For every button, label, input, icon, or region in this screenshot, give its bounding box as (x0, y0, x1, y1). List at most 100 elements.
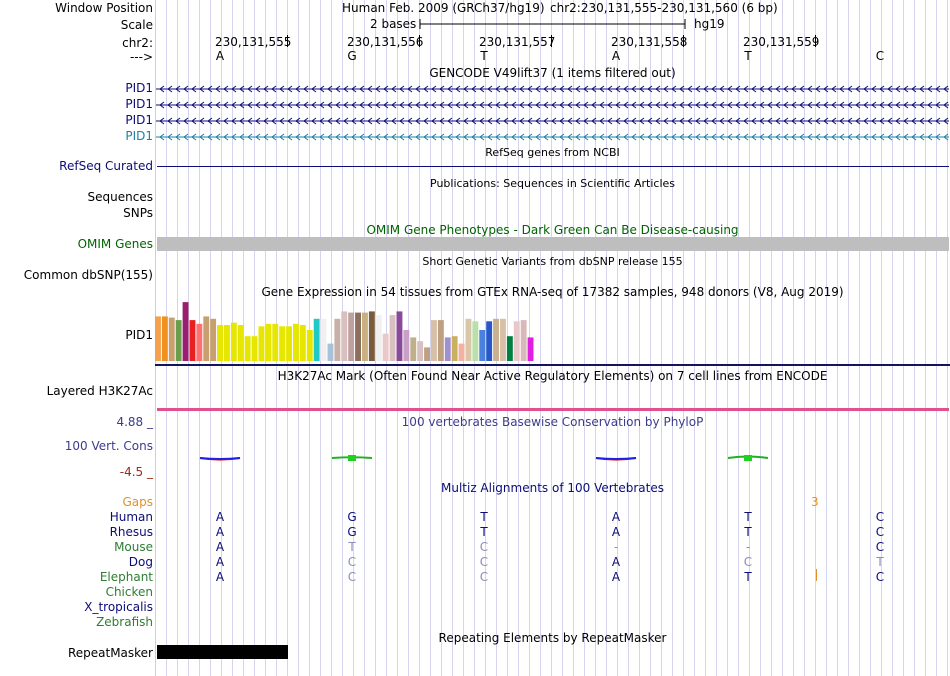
gtex-tissue-bar[interactable] (251, 336, 258, 361)
h3k27ac-title[interactable]: H3K27Ac Mark (Often Found Near Active Re… (277, 369, 828, 383)
gtex-tissue-bar[interactable] (355, 312, 361, 361)
gtex-tissue-bar[interactable] (368, 311, 375, 361)
phylop-score-mark[interactable] (727, 455, 769, 461)
gtex-tissue-bar[interactable] (230, 322, 237, 361)
omim-title[interactable]: OMIM Gene Phenotypes - Dark Green Can Be… (366, 223, 739, 237)
dbsnp-title[interactable]: Short Genetic Variants from dbSNP releas… (422, 255, 683, 268)
gtex-tissue-bar[interactable] (465, 318, 472, 361)
gtex-tissue-bar[interactable] (155, 316, 161, 361)
gtex-tissue-bar[interactable] (279, 326, 286, 361)
multiz-species-label[interactable]: Dog (128, 555, 153, 569)
publications-title[interactable]: Publications: Sequences in Scientific Ar… (430, 177, 675, 190)
gencode-gene-label[interactable]: PID1 (125, 81, 153, 95)
gtex-tissue-bar[interactable] (375, 315, 382, 361)
phylop-title[interactable]: 100 vertebrates Basewise Conservation by… (401, 415, 704, 429)
multiz-species-label[interactable]: Human (109, 510, 153, 524)
gencode-gene-label[interactable]: PID1 (125, 113, 153, 127)
gtex-tissue-bar[interactable] (527, 337, 534, 361)
publications-sequences-label[interactable]: Sequences (87, 190, 153, 204)
gtex-tissue-bar[interactable] (161, 316, 168, 361)
gtex-tissue-bar[interactable] (299, 325, 306, 361)
gtex-tissue-bar[interactable] (237, 325, 244, 361)
gtex-title[interactable]: Gene Expression in 54 tissues from GTEx … (261, 285, 844, 299)
gtex-tissue-bar[interactable] (286, 326, 292, 361)
gtex-tissue-bar[interactable] (244, 336, 251, 361)
gtex-tissue-bar[interactable] (486, 321, 493, 361)
gtex-tissue-bar[interactable] (327, 343, 334, 361)
multiz-species-label[interactable]: Elephant (99, 570, 153, 584)
gtex-tissue-bar[interactable] (341, 311, 348, 361)
gtex-tissue-bar[interactable] (203, 316, 210, 361)
gtex-tissue-bar[interactable] (493, 318, 499, 361)
gencode-gene-label[interactable]: PID1 (125, 97, 153, 111)
gtex-gene-label[interactable]: PID1 (125, 328, 153, 342)
gtex-tissue-bar[interactable] (306, 330, 313, 361)
multiz-species-label[interactable]: Rhesus (109, 525, 153, 539)
gencode-transcript-line[interactable] (156, 116, 949, 126)
phylop-score-mark[interactable] (199, 457, 241, 461)
gtex-tissue-bar[interactable] (500, 318, 506, 361)
gtex-tissue-bar[interactable] (196, 323, 203, 361)
refseq-label[interactable]: RefSeq Curated (59, 159, 153, 173)
publications-snps-label[interactable]: SNPs (123, 206, 153, 220)
gtex-tissue-bar[interactable] (451, 336, 458, 361)
gtex-tissue-bar[interactable] (437, 320, 444, 361)
gencode-transcript-line[interactable] (156, 132, 949, 142)
repeatmasker-feature[interactable] (157, 645, 288, 659)
gtex-tissue-bar[interactable] (389, 315, 396, 361)
gtex-tissue-bar[interactable] (182, 302, 189, 361)
multiz-species-label[interactable]: Zebrafish (96, 615, 153, 629)
gencode-gene-label[interactable]: PID1 (125, 129, 153, 143)
multiz-species-label[interactable]: Mouse (114, 540, 153, 554)
gtex-tissue-bar[interactable] (458, 343, 465, 361)
multiz-species-label[interactable]: X_tropicalis (84, 600, 153, 614)
gtex-bar-chart[interactable] (155, 299, 950, 367)
gtex-tissue-bar[interactable] (472, 321, 479, 361)
gtex-tissue-bar[interactable] (479, 330, 486, 361)
gtex-tissue-bar[interactable] (217, 325, 223, 361)
gtex-tissue-bar[interactable] (444, 337, 451, 361)
gencode-transcript-line[interactable] (156, 84, 949, 94)
gtex-tissue-bar[interactable] (520, 320, 527, 361)
gtex-tissue-bar[interactable] (175, 320, 182, 361)
gtex-tissue-bar[interactable] (506, 336, 513, 361)
refseq-line[interactable] (157, 166, 949, 167)
gtex-tissue-bar[interactable] (258, 326, 265, 361)
assembly-label[interactable]: Human Feb. 2009 (GRCh37/hg19) (342, 1, 545, 15)
gencode-title[interactable]: GENCODE V49lift37 (1 items filtered out) (429, 66, 676, 80)
gtex-tissue-bar[interactable] (362, 312, 368, 361)
omim-feature-bar[interactable] (157, 237, 949, 251)
h3k27ac-signal[interactable] (157, 408, 949, 411)
gtex-tissue-bar[interactable] (189, 320, 196, 361)
phylop-score-mark[interactable] (331, 455, 373, 461)
gtex-tissue-bar[interactable] (224, 325, 230, 361)
h3k27ac-label[interactable]: Layered H3K27Ac (46, 384, 153, 398)
gtex-tissue-bar[interactable] (313, 318, 320, 361)
gtex-tissue-bar[interactable] (431, 320, 437, 361)
gtex-tissue-bar[interactable] (265, 323, 272, 361)
gencode-transcript-line[interactable] (156, 100, 949, 110)
omim-label[interactable]: OMIM Genes (77, 237, 153, 251)
gtex-tissue-bar[interactable] (293, 323, 299, 361)
position-label[interactable]: chr2:230,131,555-230,131,560 (6 bp) (550, 1, 778, 15)
gtex-tissue-bar[interactable] (348, 312, 355, 361)
repeatmasker-title[interactable]: Repeating Elements by RepeatMasker (438, 631, 667, 645)
gtex-tissue-bar[interactable] (403, 330, 410, 361)
gtex-tissue-bar[interactable] (410, 337, 417, 361)
gtex-tissue-bar[interactable] (424, 347, 430, 361)
gtex-tissue-bar[interactable] (320, 318, 327, 361)
phylop-label[interactable]: 100 Vert. Cons (64, 439, 153, 453)
gtex-tissue-bar[interactable] (210, 318, 217, 361)
dbsnp-label[interactable]: Common dbSNP(155) (23, 268, 153, 282)
multiz-species-label[interactable]: Chicken (105, 585, 153, 599)
repeatmasker-label[interactable]: RepeatMasker (67, 646, 153, 660)
gtex-tissue-bar[interactable] (513, 321, 520, 361)
gtex-tissue-bar[interactable] (417, 341, 424, 361)
phylop-plot[interactable] (155, 447, 950, 471)
gtex-tissue-bar[interactable] (382, 333, 389, 361)
gtex-tissue-bar[interactable] (272, 323, 279, 361)
refseq-title[interactable]: RefSeq genes from NCBI (485, 146, 620, 159)
gtex-tissue-bar[interactable] (396, 311, 403, 361)
phylop-score-mark[interactable] (595, 457, 637, 461)
gtex-tissue-bar[interactable] (334, 318, 341, 361)
